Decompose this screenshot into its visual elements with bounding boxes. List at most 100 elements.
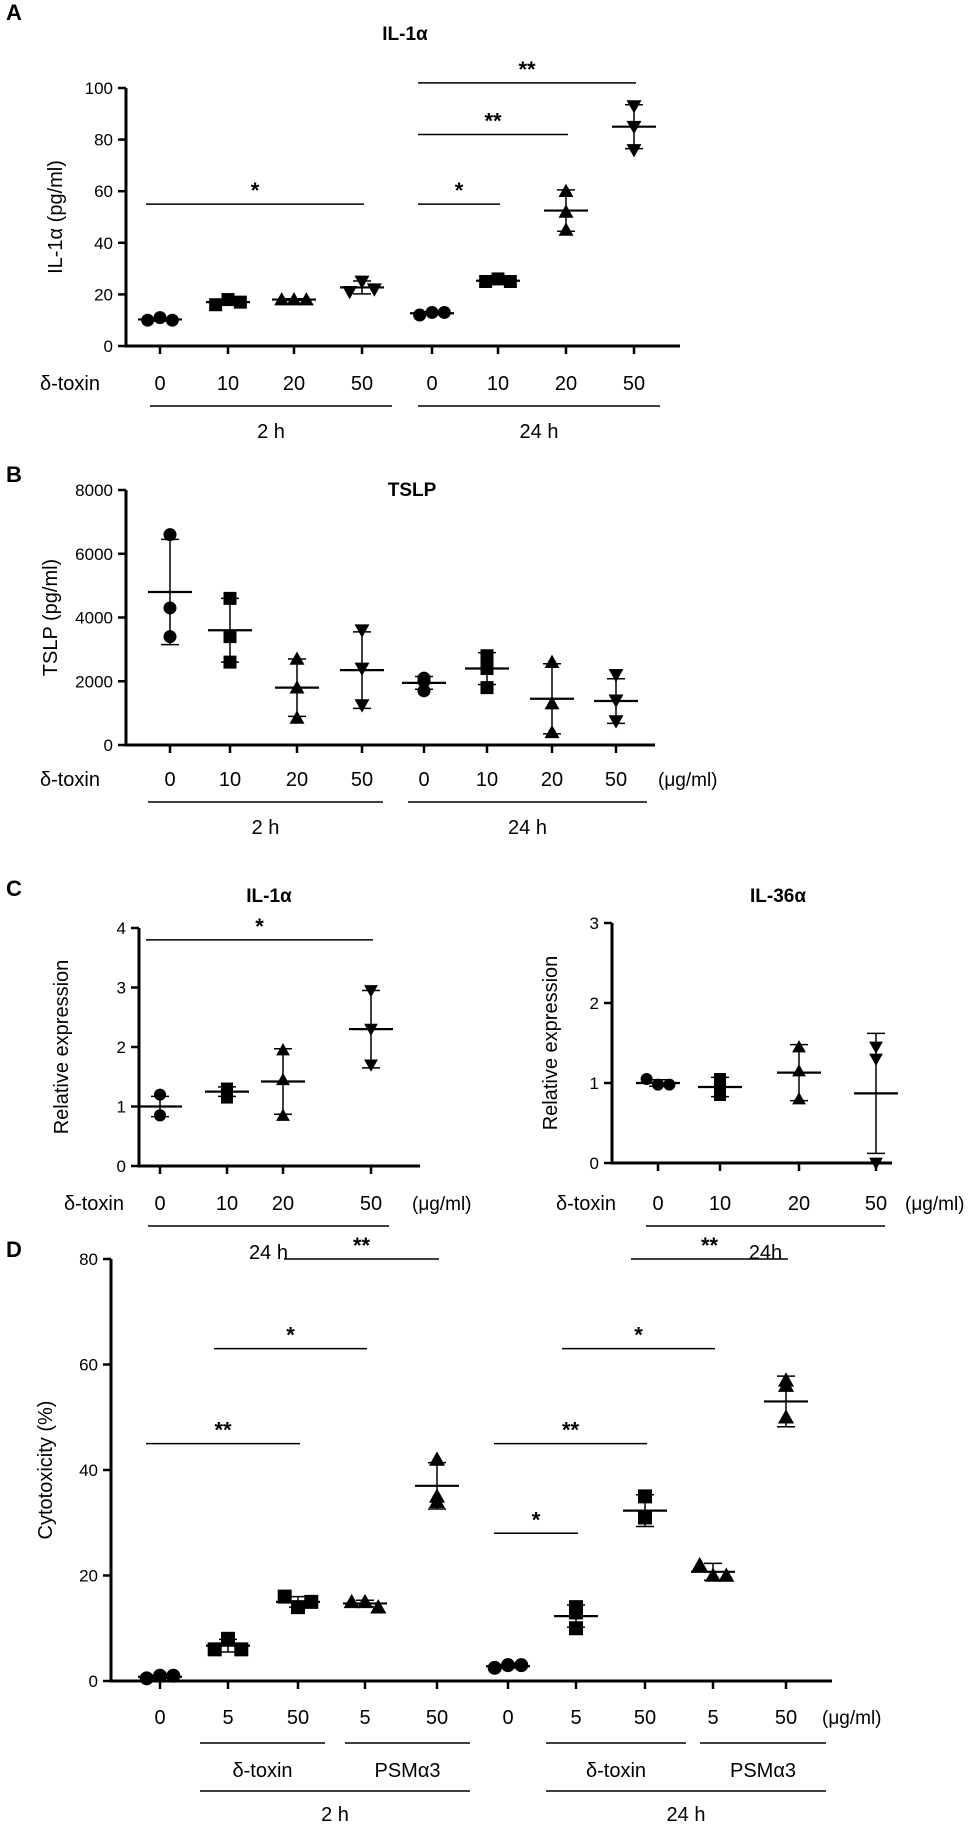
y-tick-label: 100 bbox=[85, 79, 113, 98]
y-tick-label: 3 bbox=[590, 914, 599, 933]
data-point-circle bbox=[139, 1671, 154, 1686]
row-label-toxin: δ-toxin bbox=[556, 1193, 616, 1215]
x-category-label: 10 bbox=[217, 373, 239, 395]
y-tick-label: 20 bbox=[94, 285, 113, 304]
chart-C-IL36: IL-36α 0 1 2 3 Relative expression 0 10 20 50 δ-to… bbox=[540, 886, 965, 1264]
x-category-label: 0 bbox=[164, 769, 175, 791]
significance-star: ** bbox=[214, 1418, 232, 1443]
group-label: 24h bbox=[749, 1242, 782, 1264]
x-category-label: 20 bbox=[788, 1193, 810, 1215]
data-point-triangle bbox=[544, 654, 560, 668]
subgroup-label: PSMα3 bbox=[730, 1760, 796, 1782]
x-category-label: 5 bbox=[359, 1707, 370, 1729]
y-tick-label: 0 bbox=[104, 337, 113, 356]
data-point-circle bbox=[663, 1078, 676, 1091]
y-tick-label: 0 bbox=[590, 1154, 599, 1173]
data-point-triangle bbox=[289, 651, 305, 665]
data-point-triangle-down bbox=[626, 144, 642, 158]
x-category-label: 50 bbox=[865, 1193, 887, 1215]
x-category-label: 0 bbox=[418, 769, 429, 791]
x-category-label: 50 bbox=[605, 769, 627, 791]
significance-star: ** bbox=[484, 108, 502, 133]
x-category-label: 20 bbox=[555, 373, 577, 395]
chart-title: IL-36α bbox=[750, 886, 806, 907]
data-point-triangle-down bbox=[342, 285, 358, 300]
panel-label: B bbox=[6, 462, 22, 487]
data-point-circle bbox=[154, 1088, 166, 1101]
data-point-triangle-down bbox=[608, 669, 624, 683]
subgroup-label: PSMα3 bbox=[374, 1760, 440, 1782]
y-tick-label: 2 bbox=[117, 1038, 126, 1057]
chart-D-cytotoxicity: D 0 20 40 60 80 Cytotoxicity (%) 0 5 50 5 50 0 5 50 5 50… bbox=[6, 1233, 882, 1824]
x-category-label: 0 bbox=[154, 1707, 165, 1729]
x-category-label: 0 bbox=[154, 373, 165, 395]
significance-star: * bbox=[286, 1323, 295, 1348]
x-category-label: 10 bbox=[487, 373, 509, 395]
x-category-label: 5 bbox=[570, 1707, 581, 1729]
x-category-label: 20 bbox=[286, 769, 308, 791]
x-category-label: 20 bbox=[541, 769, 563, 791]
x-category-label: 10 bbox=[709, 1193, 731, 1215]
data-point-square bbox=[221, 1091, 233, 1104]
data-point-triangle bbox=[289, 710, 305, 724]
panel-label: D bbox=[6, 1237, 22, 1262]
significance-star: * bbox=[634, 1323, 643, 1348]
panel-label: A bbox=[6, 0, 22, 25]
chart-B-TSLP: B TSLP 0 2000 4000 6000 8000 TSLP (pg/ml) 0 10 20 5… bbox=[6, 462, 718, 839]
x-category-label: 0 bbox=[652, 1193, 663, 1215]
y-tick-label: 2000 bbox=[75, 672, 113, 691]
significance-star: ** bbox=[701, 1233, 719, 1258]
unit-label: (μg/ml) bbox=[412, 1194, 472, 1215]
group-label: 2 h bbox=[257, 421, 285, 443]
data-point-square bbox=[234, 1642, 249, 1657]
x-category-label: 0 bbox=[426, 373, 437, 395]
y-tick-label: 8000 bbox=[75, 481, 113, 500]
y-tick-label: 2 bbox=[590, 994, 599, 1013]
significance-star: ** bbox=[518, 57, 536, 82]
x-category-label: 5 bbox=[707, 1707, 718, 1729]
y-tick-label: 3 bbox=[117, 979, 126, 998]
x-category-label: 50 bbox=[351, 373, 373, 395]
data-point-circle bbox=[417, 684, 431, 698]
y-tick-label: 60 bbox=[94, 182, 113, 201]
x-category-label: 20 bbox=[272, 1193, 294, 1215]
significance-star: * bbox=[255, 914, 264, 939]
significance-star: * bbox=[251, 178, 260, 203]
group-label: 24 h bbox=[520, 421, 559, 443]
group-label: 24 h bbox=[249, 1242, 288, 1264]
y-tick-label: 0 bbox=[104, 736, 113, 755]
group-label: 2 h bbox=[321, 1804, 349, 1824]
y-tick-label: 4 bbox=[117, 919, 126, 938]
panel-label: C bbox=[6, 876, 22, 901]
x-category-label: 50 bbox=[426, 1707, 448, 1729]
subgroup-label: δ-toxin bbox=[586, 1760, 646, 1782]
data-point-triangle bbox=[343, 1593, 360, 1609]
x-category-label: 0 bbox=[502, 1707, 513, 1729]
y-tick-label: 0 bbox=[89, 1672, 98, 1691]
group-label: 2 h bbox=[252, 817, 280, 839]
data-point-square bbox=[277, 1589, 292, 1604]
significance-star: * bbox=[532, 1507, 541, 1532]
chart-A-IL1: A IL-1α 0 20 40 60 80 100 IL-1α (pg/ml) 0 10 20 50 0 1… bbox=[6, 0, 680, 443]
significance-star: ** bbox=[353, 1233, 371, 1258]
x-category-label: 50 bbox=[623, 373, 645, 395]
data-point-circle bbox=[163, 528, 177, 542]
group-label: 24 h bbox=[667, 1804, 706, 1824]
subgroup-label: δ-toxin bbox=[232, 1760, 292, 1782]
row-label-toxin: δ-toxin bbox=[64, 1193, 124, 1215]
y-tick-label: 6000 bbox=[75, 545, 113, 564]
data-point-circle bbox=[487, 1660, 502, 1675]
group-label: 24 h bbox=[508, 817, 547, 839]
y-tick-label: 1 bbox=[117, 1098, 126, 1117]
y-tick-label: 20 bbox=[79, 1567, 98, 1586]
x-category-label: 50 bbox=[360, 1193, 382, 1215]
y-axis-label: TSLP (pg/ml) bbox=[40, 559, 62, 676]
data-point-circle bbox=[413, 308, 427, 322]
x-category-label: 5 bbox=[222, 1707, 233, 1729]
chart-title: IL-1α bbox=[246, 886, 292, 907]
data-point-triangle bbox=[370, 1599, 387, 1614]
y-tick-label: 60 bbox=[79, 1356, 98, 1375]
x-category-label: 10 bbox=[219, 769, 241, 791]
y-tick-label: 1 bbox=[590, 1074, 599, 1093]
